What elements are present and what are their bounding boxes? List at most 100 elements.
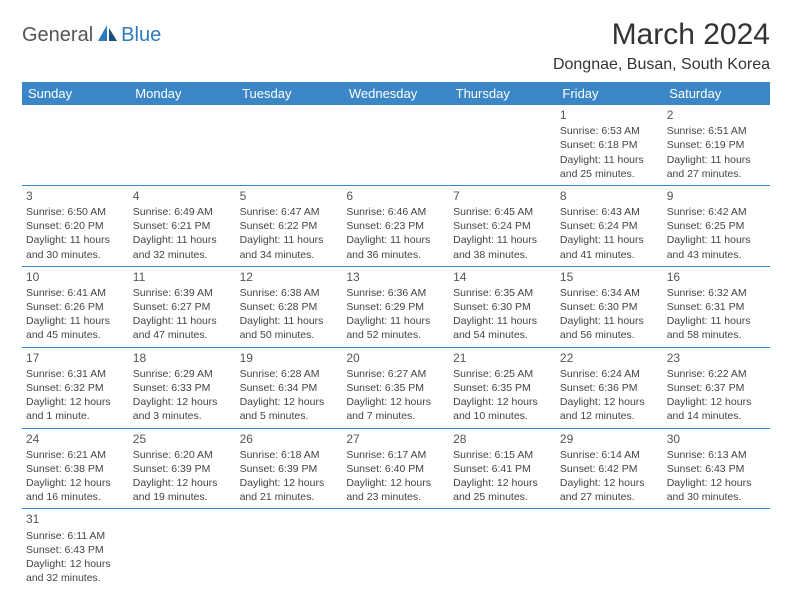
day-number: 8 [560, 188, 659, 204]
calendar-day-cell [556, 509, 663, 589]
day-number: 5 [240, 188, 339, 204]
daylight-text: and 21 minutes. [240, 490, 339, 504]
day-number: 16 [667, 269, 766, 285]
day-number: 4 [133, 188, 232, 204]
day-number: 6 [346, 188, 445, 204]
sunrise-text: Sunrise: 6:15 AM [453, 448, 552, 462]
daylight-text: Daylight: 12 hours [560, 476, 659, 490]
calendar-day-cell: 11Sunrise: 6:39 AMSunset: 6:27 PMDayligh… [129, 266, 236, 347]
day-number: 11 [133, 269, 232, 285]
logo-text-blue: Blue [121, 24, 161, 47]
daylight-text: and 30 minutes. [667, 490, 766, 504]
sunset-text: Sunset: 6:25 PM [667, 219, 766, 233]
calendar-day-cell: 27Sunrise: 6:17 AMSunset: 6:40 PMDayligh… [342, 428, 449, 509]
calendar-day-cell: 9Sunrise: 6:42 AMSunset: 6:25 PMDaylight… [663, 185, 770, 266]
day-number: 30 [667, 431, 766, 447]
sunset-text: Sunset: 6:26 PM [26, 300, 125, 314]
calendar-day-cell: 10Sunrise: 6:41 AMSunset: 6:26 PMDayligh… [22, 266, 129, 347]
sunrise-text: Sunrise: 6:45 AM [453, 205, 552, 219]
daylight-text: Daylight: 12 hours [346, 476, 445, 490]
weekday-header: Thursday [449, 82, 556, 105]
calendar-day-cell: 26Sunrise: 6:18 AMSunset: 6:39 PMDayligh… [236, 428, 343, 509]
sunset-text: Sunset: 6:23 PM [346, 219, 445, 233]
daylight-text: and 58 minutes. [667, 328, 766, 342]
daylight-text: and 25 minutes. [453, 490, 552, 504]
daylight-text: and 19 minutes. [133, 490, 232, 504]
daylight-text: Daylight: 11 hours [240, 314, 339, 328]
sunset-text: Sunset: 6:32 PM [26, 381, 125, 395]
sunrise-text: Sunrise: 6:21 AM [26, 448, 125, 462]
sunrise-text: Sunrise: 6:36 AM [346, 286, 445, 300]
calendar-day-cell: 2Sunrise: 6:51 AMSunset: 6:19 PMDaylight… [663, 105, 770, 185]
sunrise-text: Sunrise: 6:43 AM [560, 205, 659, 219]
daylight-text: Daylight: 12 hours [240, 395, 339, 409]
calendar-day-cell: 22Sunrise: 6:24 AMSunset: 6:36 PMDayligh… [556, 347, 663, 428]
logo: General Blue [22, 24, 161, 47]
daylight-text: and 36 minutes. [346, 248, 445, 262]
daylight-text: Daylight: 12 hours [240, 476, 339, 490]
sail-icon [97, 24, 119, 47]
day-number: 12 [240, 269, 339, 285]
sunset-text: Sunset: 6:30 PM [453, 300, 552, 314]
calendar-day-cell: 29Sunrise: 6:14 AMSunset: 6:42 PMDayligh… [556, 428, 663, 509]
daylight-text: Daylight: 11 hours [26, 314, 125, 328]
calendar-day-cell: 5Sunrise: 6:47 AMSunset: 6:22 PMDaylight… [236, 185, 343, 266]
sunset-text: Sunset: 6:24 PM [453, 219, 552, 233]
calendar-day-cell: 25Sunrise: 6:20 AMSunset: 6:39 PMDayligh… [129, 428, 236, 509]
daylight-text: Daylight: 11 hours [667, 153, 766, 167]
sunset-text: Sunset: 6:42 PM [560, 462, 659, 476]
day-number: 27 [346, 431, 445, 447]
daylight-text: and 45 minutes. [26, 328, 125, 342]
sunset-text: Sunset: 6:40 PM [346, 462, 445, 476]
sunset-text: Sunset: 6:31 PM [667, 300, 766, 314]
sunset-text: Sunset: 6:35 PM [346, 381, 445, 395]
sunrise-text: Sunrise: 6:38 AM [240, 286, 339, 300]
day-number: 17 [26, 350, 125, 366]
sunrise-text: Sunrise: 6:46 AM [346, 205, 445, 219]
calendar-day-cell: 23Sunrise: 6:22 AMSunset: 6:37 PMDayligh… [663, 347, 770, 428]
calendar-day-cell: 17Sunrise: 6:31 AMSunset: 6:32 PMDayligh… [22, 347, 129, 428]
day-number: 22 [560, 350, 659, 366]
sunrise-text: Sunrise: 6:18 AM [240, 448, 339, 462]
daylight-text: and 5 minutes. [240, 409, 339, 423]
daylight-text: Daylight: 11 hours [667, 233, 766, 247]
day-number: 3 [26, 188, 125, 204]
daylight-text: Daylight: 12 hours [667, 395, 766, 409]
calendar-week-row: 24Sunrise: 6:21 AMSunset: 6:38 PMDayligh… [22, 428, 770, 509]
weekday-header: Tuesday [236, 82, 343, 105]
sunset-text: Sunset: 6:43 PM [667, 462, 766, 476]
sunrise-text: Sunrise: 6:29 AM [133, 367, 232, 381]
sunset-text: Sunset: 6:20 PM [26, 219, 125, 233]
daylight-text: Daylight: 12 hours [560, 395, 659, 409]
sunrise-text: Sunrise: 6:20 AM [133, 448, 232, 462]
daylight-text: Daylight: 11 hours [240, 233, 339, 247]
daylight-text: Daylight: 12 hours [133, 476, 232, 490]
day-number: 29 [560, 431, 659, 447]
daylight-text: and 1 minute. [26, 409, 125, 423]
sunset-text: Sunset: 6:38 PM [26, 462, 125, 476]
logo-text-general: General [22, 24, 93, 47]
weekday-header: Monday [129, 82, 236, 105]
daylight-text: Daylight: 12 hours [26, 395, 125, 409]
sunset-text: Sunset: 6:18 PM [560, 138, 659, 152]
calendar-week-row: 17Sunrise: 6:31 AMSunset: 6:32 PMDayligh… [22, 347, 770, 428]
day-number: 23 [667, 350, 766, 366]
calendar-day-cell: 19Sunrise: 6:28 AMSunset: 6:34 PMDayligh… [236, 347, 343, 428]
weekday-header: Friday [556, 82, 663, 105]
sunrise-text: Sunrise: 6:27 AM [346, 367, 445, 381]
calendar-day-cell: 1Sunrise: 6:53 AMSunset: 6:18 PMDaylight… [556, 105, 663, 185]
day-number: 18 [133, 350, 232, 366]
sunrise-text: Sunrise: 6:34 AM [560, 286, 659, 300]
sunset-text: Sunset: 6:30 PM [560, 300, 659, 314]
day-number: 10 [26, 269, 125, 285]
calendar-day-cell: 18Sunrise: 6:29 AMSunset: 6:33 PMDayligh… [129, 347, 236, 428]
daylight-text: Daylight: 11 hours [560, 314, 659, 328]
page-title: March 2024 [553, 18, 770, 52]
calendar-week-row: 3Sunrise: 6:50 AMSunset: 6:20 PMDaylight… [22, 185, 770, 266]
sunset-text: Sunset: 6:35 PM [453, 381, 552, 395]
sunrise-text: Sunrise: 6:17 AM [346, 448, 445, 462]
daylight-text: Daylight: 11 hours [667, 314, 766, 328]
sunset-text: Sunset: 6:39 PM [240, 462, 339, 476]
sunset-text: Sunset: 6:37 PM [667, 381, 766, 395]
sunset-text: Sunset: 6:22 PM [240, 219, 339, 233]
